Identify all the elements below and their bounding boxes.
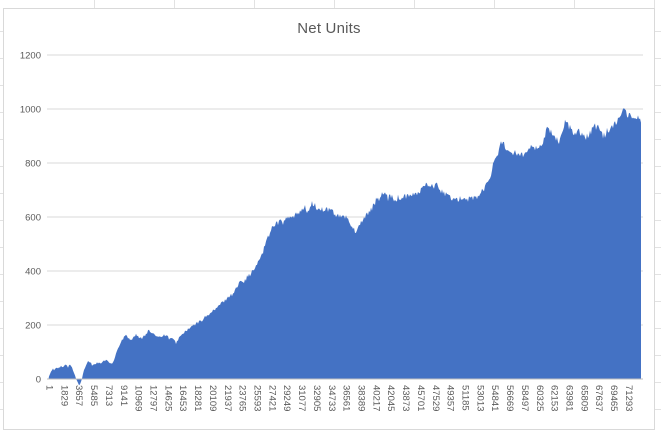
x-axis-tick-label: 71293: [623, 385, 634, 411]
x-axis-tick-label: 43873: [400, 385, 411, 411]
x-axis-tick-label: 9141: [118, 385, 129, 406]
x-axis-tick-label: 29249: [281, 385, 292, 411]
plot-area[interactable]: 0 200 400 600 800 1000 1200 1 1829 3657 5485 7313 91…: [4, 9, 654, 429]
x-axis-tick-label: 5485: [88, 385, 99, 406]
x-axis-tick-label: 69465: [608, 385, 619, 411]
x-axis-tick-label: 27421: [266, 385, 277, 411]
x-axis-tick-label: 7313: [103, 385, 114, 406]
x-axis-tick-label: 42045: [385, 385, 396, 411]
x-axis-tick-label: 65809: [578, 385, 589, 411]
x-axis-tick-label: 20109: [207, 385, 218, 411]
x-axis-tick-label: 12797: [148, 385, 159, 411]
x-axis-tick-label: 54841: [489, 385, 500, 411]
x-axis-tick-label: 36561: [341, 385, 352, 411]
x-axis-tick-label: 21937: [222, 385, 233, 411]
x-axis-tick-label: 40217: [370, 385, 381, 411]
x-axis-tick-label: 53013: [474, 385, 485, 411]
x-axis-tick-label: 3657: [73, 385, 84, 406]
x-axis-tick-label: 25593: [252, 385, 263, 411]
area-series-net-units[interactable]: [48, 108, 642, 386]
x-axis-tick-label: 38389: [356, 385, 367, 411]
y-axis-tick-label: 1000: [20, 105, 41, 116]
x-axis-tick-label: 23765: [237, 385, 248, 411]
y-axis-tick-label: 1200: [20, 51, 41, 62]
x-axis-tick-label: 45701: [415, 385, 426, 411]
y-axis-tick-label: 400: [25, 267, 41, 278]
x-axis-tick-label: 47529: [430, 385, 441, 411]
x-axis-tick-label: 1: [44, 385, 55, 390]
chart-title: Net Units: [297, 20, 361, 37]
x-axis-tick-label: 60325: [534, 385, 545, 411]
x-axis-tick-label: 14625: [162, 385, 173, 411]
x-axis-tick-label: 32905: [311, 385, 322, 411]
x-axis-tick-label: 18281: [192, 385, 203, 411]
y-axis-tick-label: 0: [36, 375, 41, 386]
x-axis-tick-label: 10969: [133, 385, 144, 411]
x-axis-tick-label: 58497: [519, 385, 530, 411]
x-axis-tick-label: 34733: [326, 385, 337, 411]
x-axis-tick-label: 56669: [504, 385, 515, 411]
chart-object[interactable]: Net Units 0 200 400 600 800 1000 1200 1 1829 3657…: [3, 8, 655, 430]
x-axis-tick-label: 62153: [549, 385, 560, 411]
x-axis-tick-label: 16453: [177, 385, 188, 411]
x-axis-tick-label: 67637: [593, 385, 604, 411]
x-axis-tick-label: 63981: [564, 385, 575, 411]
y-axis-tick-label: 200: [25, 321, 41, 332]
x-axis-tick-label: 31077: [296, 385, 307, 411]
x-axis-tick-label: 51185: [460, 385, 471, 411]
x-axis-tick-label: 49357: [445, 385, 456, 411]
x-axis-tick-label: 1829: [58, 385, 69, 406]
y-axis-tick-label: 800: [25, 159, 41, 170]
y-axis-tick-label: 600: [25, 213, 41, 224]
